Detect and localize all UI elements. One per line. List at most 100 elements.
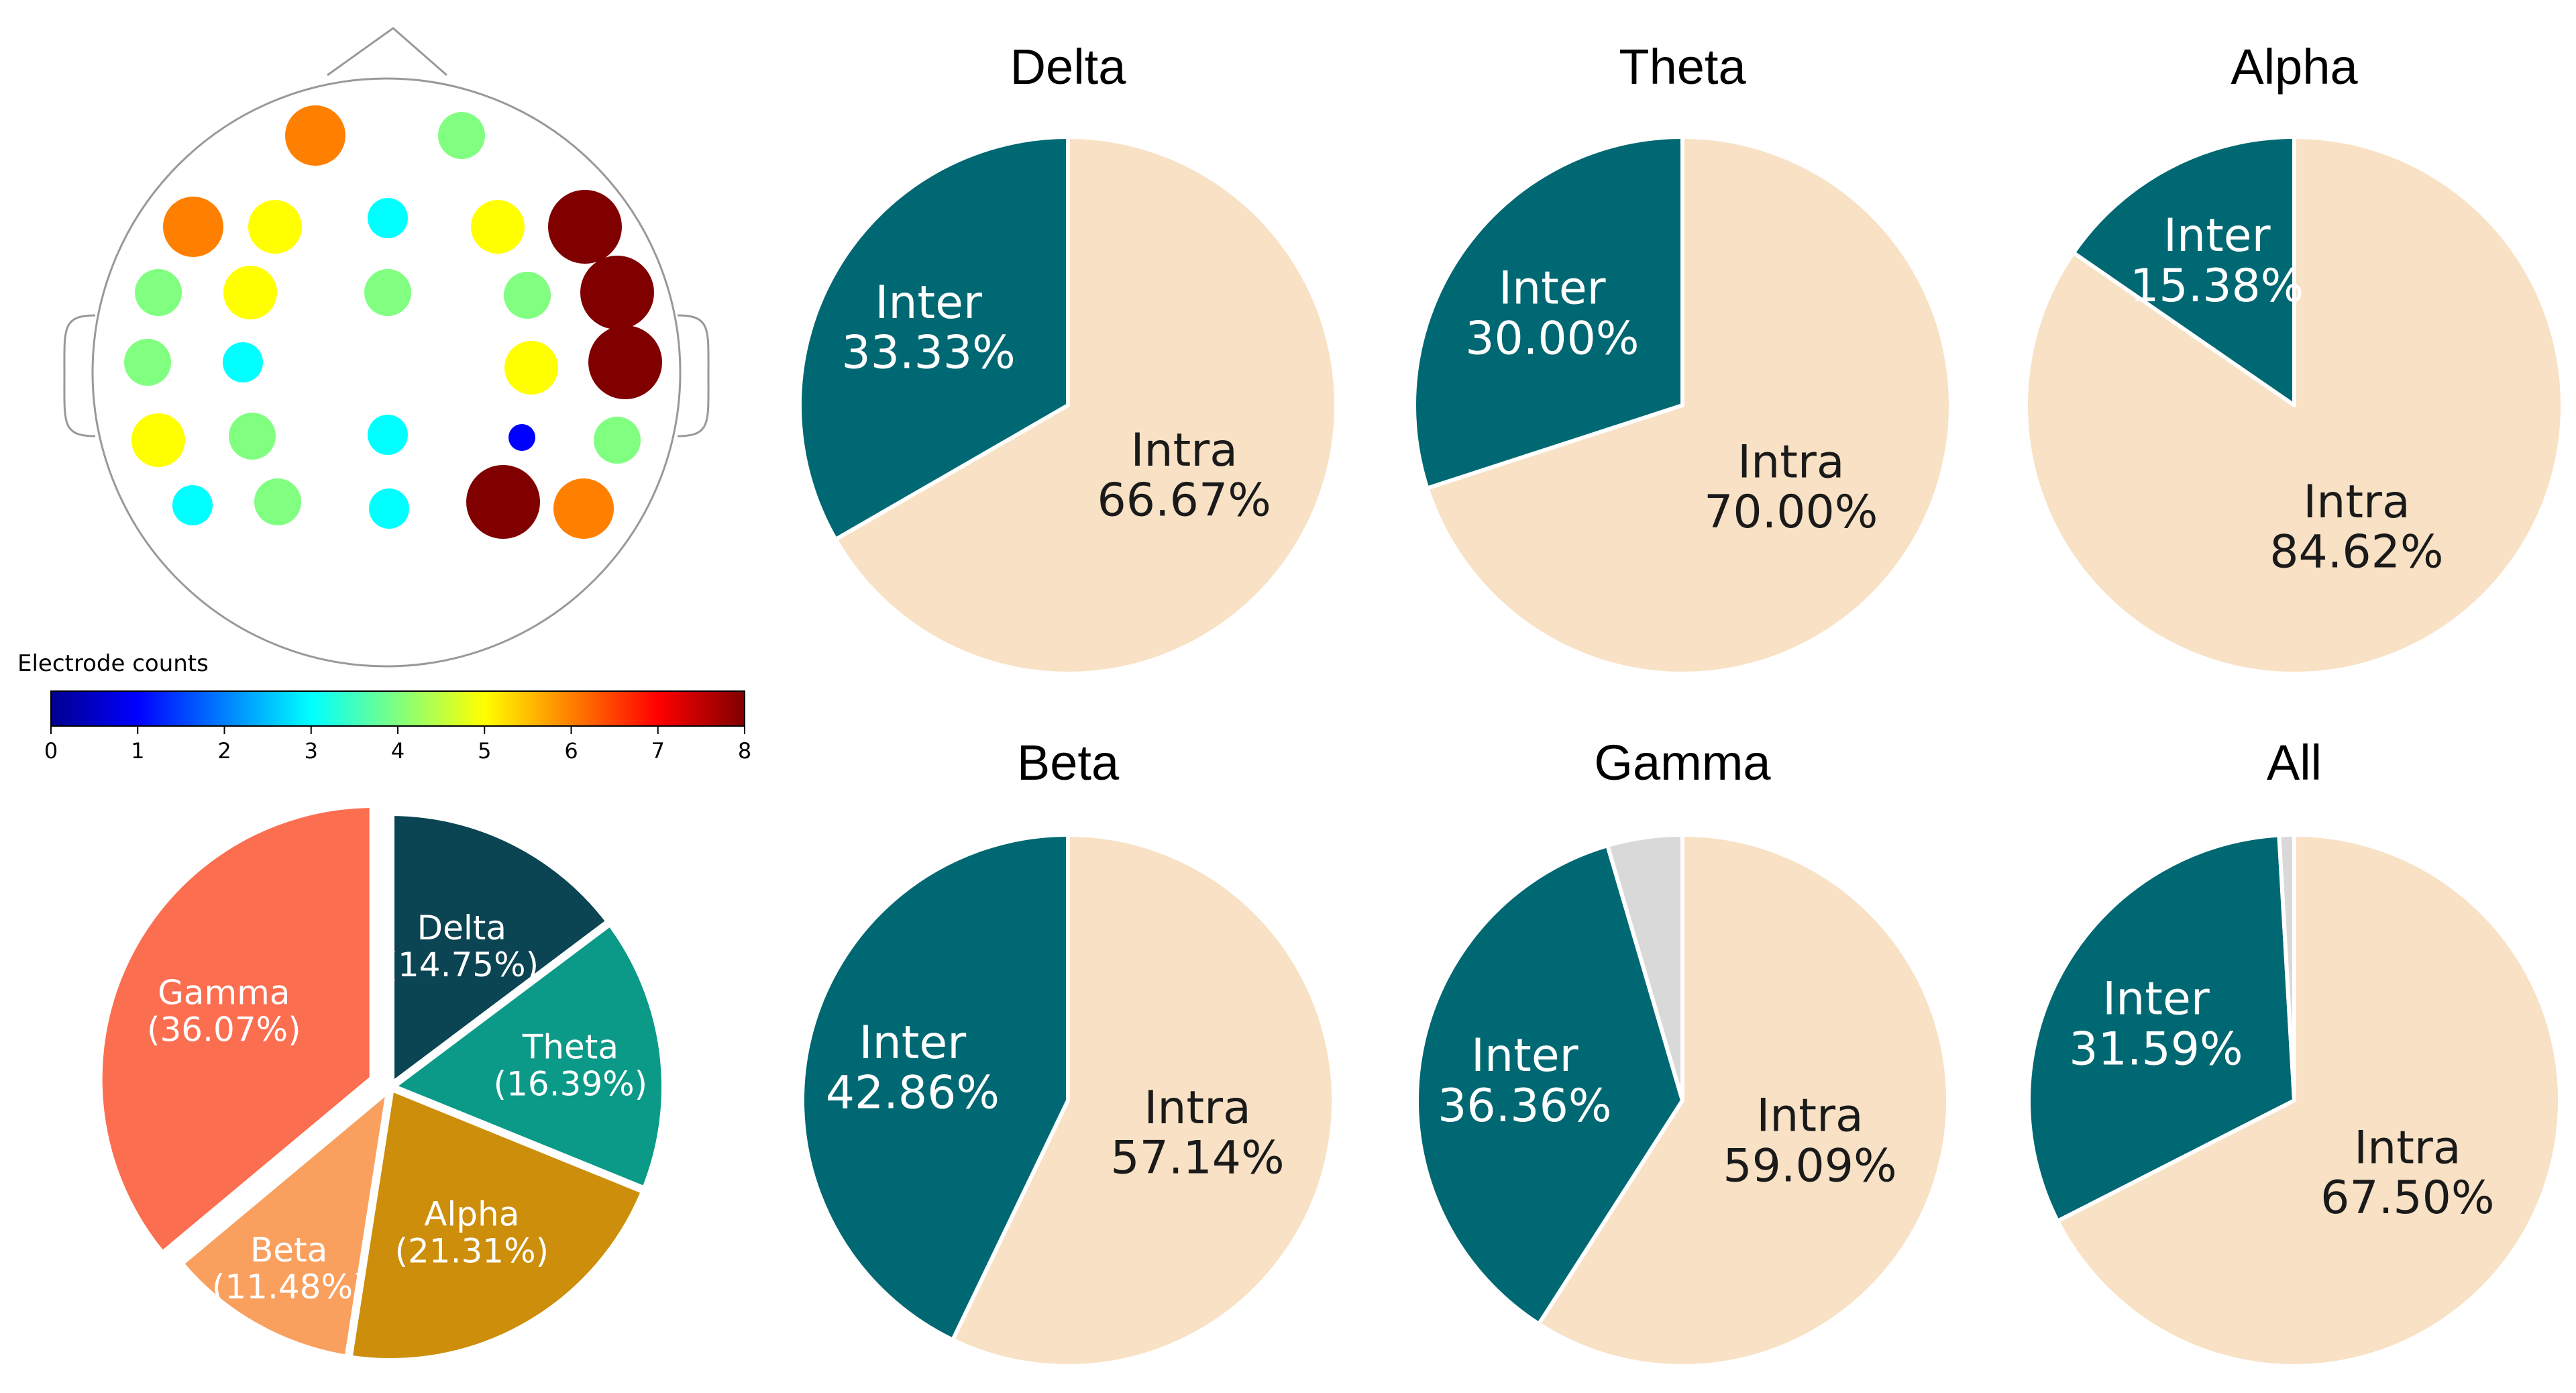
slice-label-inter: Inter [2163, 209, 2271, 262]
colorbar-tick-label: 8 [738, 738, 751, 764]
pie-slice-alpha [344, 1083, 649, 1366]
colorbar-tick-label: 1 [131, 738, 144, 764]
pie-slice-gamma [94, 800, 378, 1259]
slice-value-inter: 33.33% [842, 327, 1016, 380]
electrode-marker [285, 105, 345, 166]
electrode-marker [466, 465, 540, 539]
head-left-ear [63, 314, 96, 437]
electrode-marker [364, 269, 411, 316]
electrode-marker [223, 342, 263, 382]
electrode-marker [172, 485, 213, 525]
electrode-marker [368, 415, 408, 455]
slice-label-intra: Intra [1130, 424, 1237, 477]
pie-title-beta: Beta [1017, 735, 1120, 790]
colorbar-tick-label: 6 [564, 738, 578, 764]
slice-label-inter: Inter [1471, 1029, 1578, 1082]
electrode-marker [131, 413, 185, 467]
pie-slice-inter [1415, 843, 1684, 1327]
slice-value-inter: 31.59% [2069, 1023, 2243, 1076]
pie-slice-theta [386, 917, 669, 1195]
slice-value-inter: 42.86% [826, 1067, 1000, 1120]
electrode-marker [254, 478, 301, 525]
colorbar-tick-label: 2 [217, 738, 231, 764]
head-right-ear [677, 314, 710, 437]
slice-value-theta: (16.39%) [494, 1065, 648, 1104]
pie-slice-inter [1412, 135, 1684, 491]
slice-label-theta: Theta [522, 1028, 619, 1067]
slice-label-intra: Intra [1737, 435, 1844, 488]
colorbar-title: Electrode counts [17, 650, 209, 677]
slice-label-alpha: Alpha [424, 1195, 519, 1234]
colorbar: Electrode counts 0 1 2 3 4 5 6 7 8 [17, 650, 751, 764]
electrode-marker [580, 256, 654, 329]
colorbar-tick-label: 5 [478, 738, 491, 764]
electrode-marker [163, 197, 223, 257]
slice-label-inter: Inter [2102, 972, 2210, 1025]
electrode-layer [124, 105, 662, 539]
colorbar-ticks: 0 1 2 3 4 5 6 7 8 [44, 726, 751, 764]
pie-title-all: All [2267, 735, 2322, 790]
electrode-marker [471, 200, 525, 254]
pie-slice-other [2277, 833, 2296, 1102]
slice-value-beta: (11.48%) [212, 1268, 366, 1306]
slice-label-inter: Inter [859, 1017, 967, 1070]
slice-label-intra: Intra [1144, 1082, 1250, 1135]
electrode-marker [508, 424, 535, 451]
slice-label-gamma: Gamma [158, 973, 290, 1012]
electrode-marker [588, 325, 662, 399]
pie-slice-intra [2055, 833, 2562, 1368]
colorbar-tick-label: 0 [44, 738, 58, 764]
head-map [63, 27, 710, 668]
slice-value-intra: 66.67% [1097, 474, 1271, 527]
electrode-marker [124, 339, 171, 386]
electrode-marker [229, 413, 276, 460]
electrode-marker [135, 269, 182, 316]
slice-value-gamma: (36.07%) [147, 1010, 301, 1049]
electrode-marker [553, 478, 614, 539]
pie-slice-inter [800, 833, 1070, 1342]
pie-slice-other [1605, 833, 1684, 1102]
head-nose [327, 27, 447, 76]
slice-value-alpha: (21.31%) [394, 1232, 549, 1271]
slice-label-inter: Inter [875, 276, 982, 329]
colorbar-tick-label: 7 [651, 738, 665, 764]
colorbar-gradient [50, 690, 745, 727]
slice-label-intra: Intra [1756, 1090, 1863, 1143]
slice-value-intra: 67.50% [2320, 1172, 2494, 1225]
pie-slice-beta [175, 1083, 394, 1363]
colorbar-tick-label: 3 [305, 738, 318, 764]
electrode-marker [504, 272, 551, 319]
electrode-marker [369, 488, 409, 529]
slice-value-delta: (14.75%) [384, 945, 539, 984]
pie-title-alpha: Alpha [2231, 39, 2358, 95]
pie-title-gamma: Gamma [1594, 735, 1771, 790]
electrode-marker [223, 266, 277, 319]
pie-slice-intra [951, 833, 1336, 1368]
slice-value-intra: 59.09% [1723, 1139, 1896, 1192]
pie-slice-inter [798, 135, 1070, 541]
pie-slice-inter [2071, 135, 2296, 407]
electrode-marker [248, 200, 302, 254]
electrode-marker [438, 112, 485, 159]
slice-label-inter: Inter [1499, 262, 1606, 315]
electrode-marker [368, 198, 408, 238]
slice-label-intra: Intra [2354, 1121, 2461, 1174]
slice-value-intra: 57.14% [1110, 1132, 1284, 1185]
slice-label-intra: Intra [2303, 476, 2410, 529]
pie-slice-intra [833, 135, 1338, 676]
pie-slice-intra [1536, 833, 1950, 1368]
pie-slice-inter [2027, 833, 2296, 1223]
pie-slice-delta [386, 808, 614, 1091]
electrode-marker [548, 190, 622, 264]
slice-value-inter: 36.36% [1438, 1080, 1611, 1133]
slice-label-delta: Delta [417, 909, 506, 947]
colorbar-tick-label: 4 [391, 738, 405, 764]
slice-value-intra: 70.00% [1704, 486, 1878, 539]
